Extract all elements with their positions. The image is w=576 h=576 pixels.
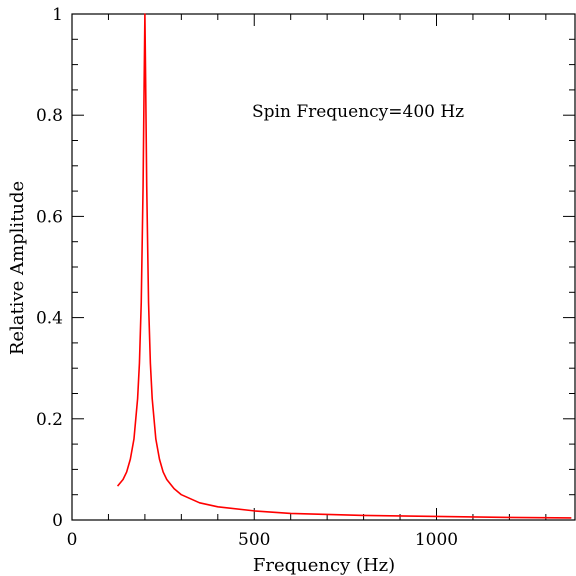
y-tick-label: 0.2 <box>36 410 63 430</box>
x-axis-label: Frequency (Hz) <box>253 555 395 576</box>
y-tick-label: 0 <box>52 511 63 531</box>
tick-labels: 0 500 1000 0 0.2 0.4 0.6 0.8 1 <box>36 5 458 550</box>
y-axis-label: Relative Amplitude <box>7 181 28 355</box>
x-tick-label: 1000 <box>415 530 458 550</box>
spin-frequency-annotation: Spin Frequency=400 Hz <box>252 102 464 122</box>
x-tick-label: 500 <box>238 530 270 550</box>
y-tick-label: 0.4 <box>36 309 63 329</box>
y-tick-label: 1 <box>52 5 63 25</box>
x-tick-label: 0 <box>67 530 78 550</box>
series-line <box>116 13 572 519</box>
y-tick-label: 0.6 <box>36 207 63 227</box>
series-group <box>116 13 572 519</box>
y-tick-label: 0.8 <box>36 106 63 126</box>
